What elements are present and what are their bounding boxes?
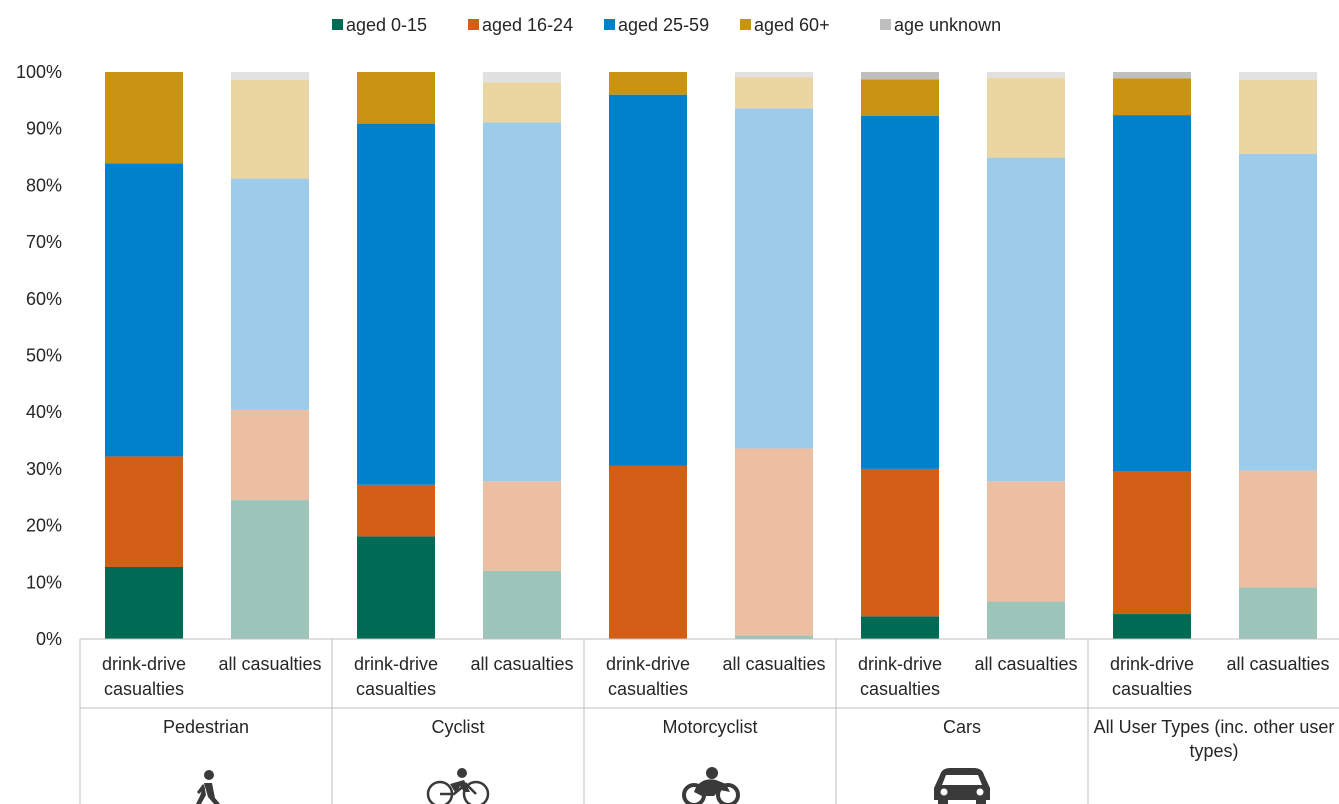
bar-segment: aged 60+: 6.4%	[861, 79, 939, 116]
bar-segment: aged 16-24: 20.6%	[1239, 470, 1317, 588]
bar-segment: aged 25-59: 62.9%	[1113, 115, 1191, 472]
bar-segment: aged 60+: 5.5%	[735, 77, 813, 109]
group-label: types)	[1189, 741, 1238, 761]
bar-segment: aged 0-15: 4.4%	[1113, 614, 1191, 639]
x-tick-label: all casualties	[974, 654, 1077, 674]
legend-label: aged 16-24	[482, 15, 573, 35]
x-tick-label: drink-drive	[606, 654, 690, 674]
x-tick-label: drink-drive	[858, 654, 942, 674]
bar-segment: age unknown: 1.1%	[1113, 72, 1191, 79]
bar-segment: age unknown: 1.8%	[483, 72, 561, 83]
bar-segment: aged 16-24: 19.5%	[105, 456, 183, 567]
bar-segment: aged 0-15: 24.5%	[231, 500, 309, 639]
group-label: All User Types (inc. other user	[1094, 717, 1335, 737]
bar-segment: aged 0-15: 18.1%	[357, 536, 435, 639]
bar-segment: aged 25-59: 60%	[735, 108, 813, 449]
y-tick-label: 50%	[26, 346, 62, 366]
x-tick-label: drink-drive	[354, 654, 438, 674]
x-tick-label: drink-drive	[102, 654, 186, 674]
bar-segment: age unknown: 1.4%	[231, 72, 309, 80]
x-tick-label: casualties	[608, 679, 688, 699]
bar-segment: aged 25-59: 57.1%	[987, 157, 1065, 482]
x-tick-label: casualties	[860, 679, 940, 699]
bar-segment: aged 0-15: 4%	[861, 616, 939, 639]
legend-swatch	[880, 19, 891, 30]
x-tick-label: all casualties	[722, 654, 825, 674]
bar-segment: aged 60+: 9.1%	[357, 72, 435, 124]
bar-segment: aged 0-15: 12%	[483, 570, 561, 639]
bar-segment: aged 25-59: 40.8%	[231, 178, 309, 410]
legend-swatch	[468, 19, 479, 30]
x-tick-label: all casualties	[218, 654, 321, 674]
pedestrian-icon	[196, 770, 220, 804]
bar-segment: aged 25-59: 55.9%	[1239, 153, 1317, 471]
y-tick-label: 20%	[26, 516, 62, 536]
bar-segment: aged 16-24: 33%	[735, 448, 813, 636]
legend-label: age unknown	[894, 15, 1001, 35]
bar-segment: aged 0-15: 12.7%	[105, 566, 183, 639]
y-tick-label: 70%	[26, 232, 62, 252]
y-tick-label: 40%	[26, 402, 62, 422]
y-tick-label: 30%	[26, 459, 62, 479]
bar-segment: aged 60+: 6.5%	[1113, 78, 1191, 116]
y-tick-label: 90%	[26, 119, 62, 139]
legend-swatch	[604, 19, 615, 30]
y-tick-label: 0%	[36, 629, 62, 649]
y-tick-label: 100%	[16, 62, 62, 82]
x-tick-label: all casualties	[1226, 654, 1329, 674]
x-tick-label: casualties	[104, 679, 184, 699]
bar-segment: aged 25-59: 65.4%	[609, 94, 687, 466]
group-label: Cyclist	[432, 717, 485, 737]
bar-segment: aged 0-15: 6.6%	[987, 601, 1065, 639]
bar-segment: aged 60+: 7.1%	[483, 82, 561, 123]
bar-segment: aged 60+: 16.1%	[105, 72, 183, 164]
bar-segment: aged 16-24: 21.2%	[987, 481, 1065, 602]
x-tick-label: casualties	[356, 679, 436, 699]
y-tick-label: 60%	[26, 289, 62, 309]
y-tick-label: 10%	[26, 572, 62, 592]
group-label: Cars	[943, 717, 981, 737]
cyclist-icon	[426, 768, 490, 804]
bar-segment: aged 16-24: 30.6%	[609, 465, 687, 639]
bar-segment: aged 16-24: 15.8%	[483, 481, 561, 571]
bar-segment: aged 16-24: 9.1%	[357, 484, 435, 537]
bar-segment: aged 0-15: 0.6%	[735, 635, 813, 639]
bar-segment: aged 60+: 13%	[1239, 79, 1317, 154]
motorcyclist-icon	[682, 767, 740, 804]
x-tick-label: drink-drive	[1110, 654, 1194, 674]
y-tick-label: 80%	[26, 175, 62, 195]
bar-segment: aged 16-24: 26%	[861, 468, 939, 617]
car-icon	[934, 768, 990, 804]
bar-segment: aged 60+: 17.4%	[231, 79, 309, 179]
legend-swatch	[740, 19, 751, 30]
bar-segment: age unknown: 1.3%	[861, 72, 939, 80]
bar-segment: aged 60+: 14.1%	[987, 77, 1065, 158]
bar-segment: aged 60+: 4%	[609, 72, 687, 95]
legend-swatch	[332, 19, 343, 30]
bar-segment: aged 25-59: 51.7%	[105, 163, 183, 457]
bar-segment: aged 16-24: 25.1%	[1113, 471, 1191, 615]
bar-segment: aged 25-59: 62.3%	[861, 115, 939, 469]
group-label: Pedestrian	[163, 717, 249, 737]
legend-label: aged 60+	[754, 15, 830, 35]
x-tick-label: all casualties	[470, 654, 573, 674]
bar-segment: aged 25-59: 63.7%	[357, 123, 435, 485]
bar-segment: aged 0-15: 9.1%	[1239, 587, 1317, 639]
group-label: Motorcyclist	[662, 717, 757, 737]
bar-segment: aged 16-24: 15.9%	[231, 409, 309, 501]
x-tick-label: casualties	[1112, 679, 1192, 699]
legend-label: aged 0-15	[346, 15, 427, 35]
bar-segment: age unknown: 1%	[987, 72, 1065, 78]
bar-segment: aged 25-59: 63.3%	[483, 122, 561, 482]
bar-segment: age unknown: 0.9%	[735, 72, 813, 78]
bar-segment: age unknown: 1.4%	[1239, 72, 1317, 80]
legend-label: aged 25-59	[618, 15, 709, 35]
